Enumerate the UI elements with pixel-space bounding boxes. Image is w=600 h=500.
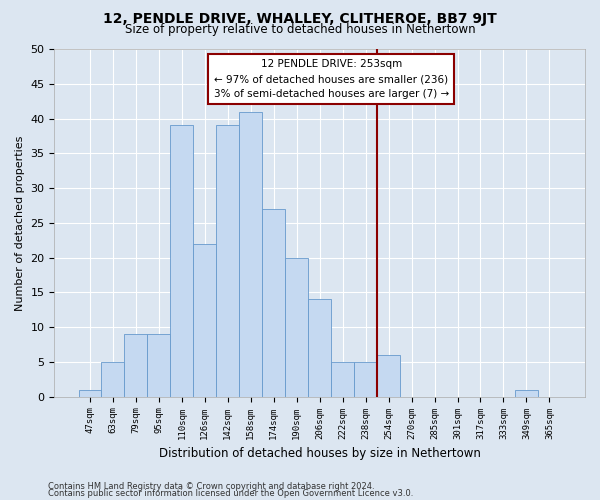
Bar <box>331 362 354 396</box>
Bar <box>354 362 377 396</box>
Text: Contains HM Land Registry data © Crown copyright and database right 2024.: Contains HM Land Registry data © Crown c… <box>48 482 374 491</box>
Bar <box>170 126 193 396</box>
Bar <box>124 334 148 396</box>
Bar <box>515 390 538 396</box>
Y-axis label: Number of detached properties: Number of detached properties <box>15 135 25 310</box>
Text: Size of property relative to detached houses in Nethertown: Size of property relative to detached ho… <box>125 22 475 36</box>
Text: 12 PENDLE DRIVE: 253sqm
← 97% of detached houses are smaller (236)
3% of semi-de: 12 PENDLE DRIVE: 253sqm ← 97% of detache… <box>214 60 449 99</box>
Bar <box>262 209 285 396</box>
Bar <box>148 334 170 396</box>
Bar <box>377 355 400 397</box>
Text: Contains public sector information licensed under the Open Government Licence v3: Contains public sector information licen… <box>48 489 413 498</box>
Bar <box>308 300 331 396</box>
X-axis label: Distribution of detached houses by size in Nethertown: Distribution of detached houses by size … <box>159 447 481 460</box>
Text: 12, PENDLE DRIVE, WHALLEY, CLITHEROE, BB7 9JT: 12, PENDLE DRIVE, WHALLEY, CLITHEROE, BB… <box>103 12 497 26</box>
Bar <box>217 126 239 396</box>
Bar <box>79 390 101 396</box>
Bar <box>101 362 124 396</box>
Bar <box>239 112 262 397</box>
Bar <box>193 244 217 396</box>
Bar <box>285 258 308 396</box>
